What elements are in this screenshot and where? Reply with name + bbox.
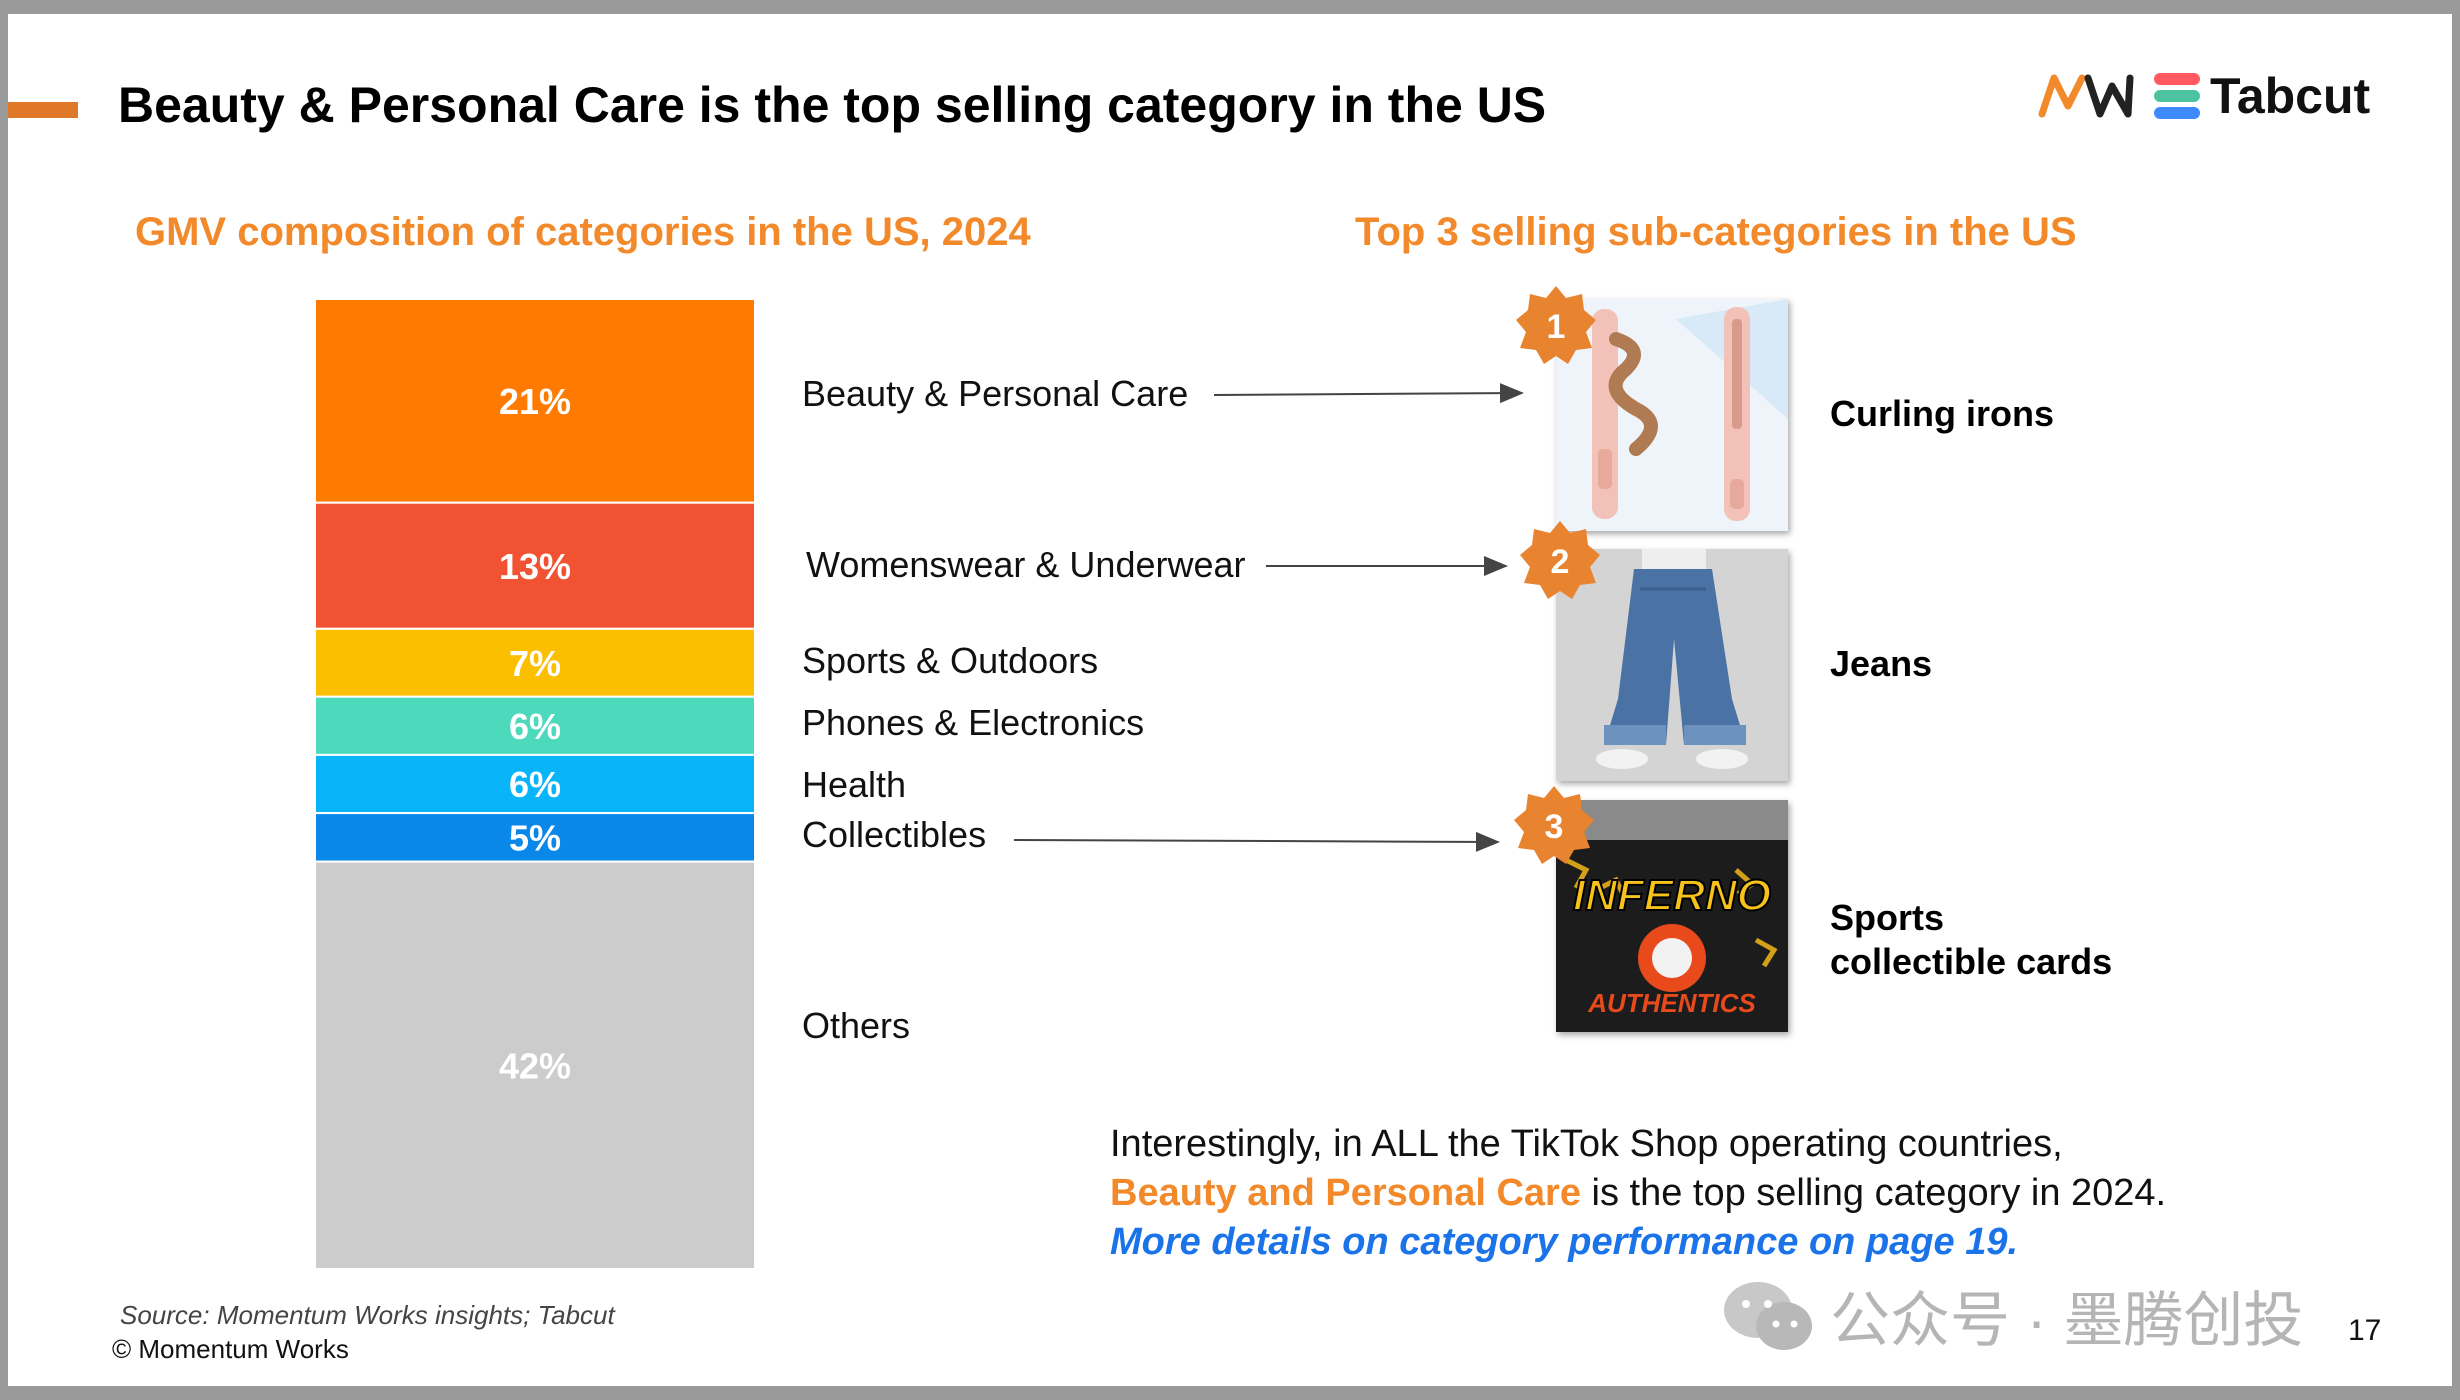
more-details-link[interactable]: More details on category performance on … [1110, 1221, 2019, 1263]
rank-badge-3: 3 [1514, 786, 1594, 864]
subcategory-heading: Top 3 selling sub-categories in the US [1355, 210, 2077, 254]
curling-irons-image [1556, 299, 1788, 531]
subcategory-sports-cards: Sports collectible cards [1830, 896, 2112, 984]
category-label-1: Womenswear & Underwear [806, 544, 1246, 585]
rank-badge-2: 2 [1520, 521, 1600, 599]
bar-segment-1 [314, 501, 756, 630]
svg-text:1: 1 [1547, 308, 1566, 346]
bar-value-label-4: 6% [509, 764, 561, 805]
card-sub-text: AUTHENTICS [1587, 988, 1756, 1018]
note-line1: Interestingly, in ALL the TikTok Shop op… [1110, 1123, 2063, 1165]
wechat-icon [1724, 1281, 1812, 1350]
copyright-text: © Momentum Works [112, 1334, 349, 1364]
category-label-4: Health [802, 764, 907, 805]
accent-bar [8, 102, 78, 118]
category-label-3: Phones & Electronics [802, 702, 1145, 743]
svg-text:3: 3 [1545, 808, 1564, 846]
note-highlight: Beauty and Personal Care [1110, 1172, 1581, 1214]
subcategory-sports-cards-line2: collectible cards [1830, 941, 2113, 982]
note-line2: Beauty and Personal Care is the top sell… [1110, 1169, 2166, 1218]
bar-value-label-6: 42% [499, 1045, 571, 1086]
stacked-bar-chart: 21% 13% 7% 6% 6% 5% 42% [314, 298, 1524, 1270]
bar-segment-6 [314, 860, 756, 1270]
note-line2-rest: is the top selling category in 2024. [1580, 1172, 2167, 1214]
source-text: Source: Momentum Works insights; Tabcut [120, 1300, 615, 1330]
bar-segment-2 [314, 627, 756, 698]
insight-note: Interestingly, in ALL the TikTok Shop op… [1110, 1120, 2166, 1267]
bar-value-label-3: 6% [509, 706, 561, 747]
bar-value-label-1: 13% [499, 546, 571, 587]
bar-value-label-0: 21% [499, 381, 571, 422]
subcategory-sports-cards-line1: Sports [1830, 897, 1945, 938]
chart-heading: GMV composition of categories in the US,… [135, 210, 1031, 254]
svg-text:2: 2 [1551, 543, 1570, 581]
arrow-beauty [1213, 383, 1524, 404]
bar-segment-4 [314, 753, 756, 815]
category-label-0: Beauty & Personal Care [802, 373, 1189, 414]
rank-badge-1: 1 [1516, 286, 1596, 364]
momentum-works-logo-icon [2038, 74, 2134, 118]
slide-title: Beauty & Personal Care is the top sellin… [118, 77, 1547, 133]
bar-segment-5 [314, 812, 756, 863]
watermark: 公众号 · 墨腾创投 [1720, 1272, 2303, 1359]
category-label-6: Others [802, 1005, 911, 1046]
bar-value-label-2: 7% [509, 643, 561, 684]
arrow-collectibles [1013, 831, 1500, 852]
subcategory-jeans: Jeans [1830, 643, 1933, 684]
bar-value-label-5: 5% [509, 817, 561, 858]
logo: Tabcut [2038, 66, 2370, 126]
card-brand-text: INFERNO [1573, 871, 1771, 920]
page-number: 17 [2348, 1314, 2382, 1347]
sports-cards-image: INFERNO AUTHENTICS [1556, 800, 1788, 1032]
subcategory-curling-irons: Curling irons [1830, 393, 2054, 434]
logo-text: Tabcut [2210, 68, 2371, 124]
category-label-5: Collectibles [802, 814, 987, 855]
tabcut-logo-icon [2154, 73, 2202, 119]
jeans-image [1556, 549, 1788, 781]
category-label-2: Sports & Outdoors [802, 640, 1099, 681]
watermark-text: 公众号 · 墨腾创投 [1830, 1287, 2304, 1354]
slide: Beauty & Personal Care is the top sellin… [8, 14, 2452, 1386]
bar-segment-0 [314, 298, 756, 504]
